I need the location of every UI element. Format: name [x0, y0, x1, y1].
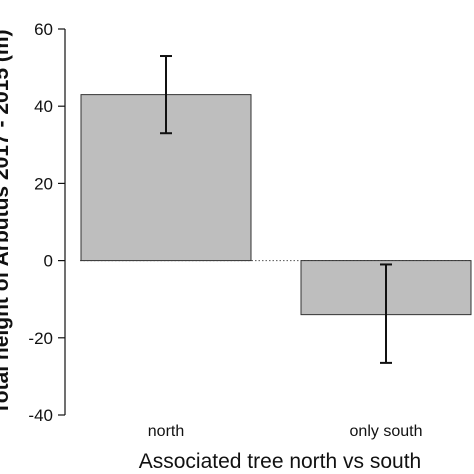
- y-axis-title: Total height of Arbutus 2017 - 2015 (m): [0, 29, 13, 414]
- labels-layer: north only south: [148, 423, 423, 440]
- x-tick-label-north: north: [148, 423, 184, 440]
- x-tick-label-only-south: only south: [350, 423, 423, 440]
- y-tick-label: 20: [34, 174, 53, 193]
- error-bar-only-south: [380, 263, 392, 364]
- y-tick-label: -40: [28, 406, 53, 425]
- y-axis: -40 -20 0 20 40 60: [28, 20, 66, 425]
- error-bar-north: [160, 55, 172, 135]
- bars-layer: [80, 55, 472, 364]
- x-axis-title: Associated tree north vs south: [139, 450, 422, 473]
- y-tick-label: 40: [34, 97, 53, 116]
- y-tick-label: 60: [34, 20, 53, 39]
- y-tick-label: -20: [28, 329, 53, 348]
- y-tick-label: 0: [44, 252, 53, 271]
